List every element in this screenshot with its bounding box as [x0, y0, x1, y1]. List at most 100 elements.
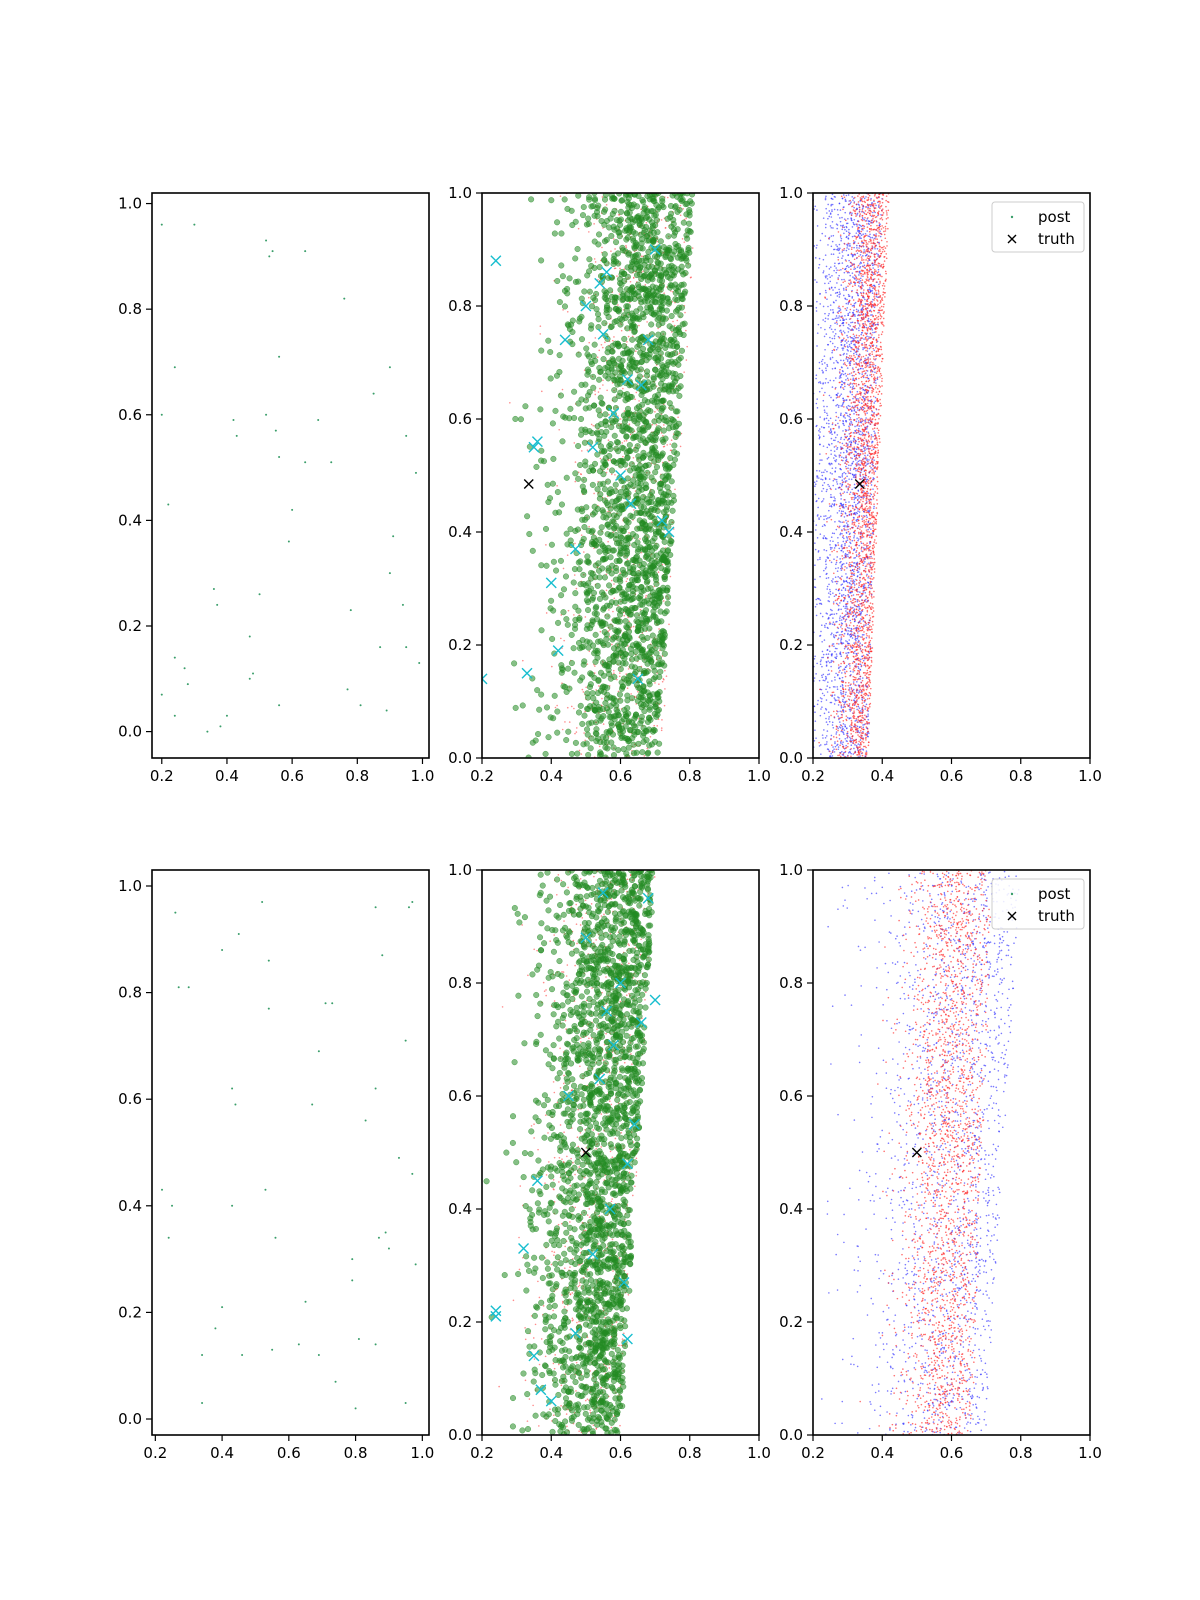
- data-point: [824, 235, 827, 237]
- data-point: [588, 303, 596, 310]
- data-point: [590, 373, 597, 380]
- data-point: [858, 586, 860, 589]
- data-point: [235, 434, 238, 437]
- data-point: [873, 284, 876, 287]
- data-point: [651, 599, 658, 606]
- data-point: [620, 428, 627, 435]
- y-tick-label: 0.4: [118, 511, 142, 529]
- data-point: [602, 594, 609, 601]
- data-point: [564, 205, 571, 212]
- data-point: [841, 347, 844, 350]
- data-point: [649, 331, 656, 338]
- data-point: [599, 387, 601, 390]
- data-point: [629, 531, 636, 538]
- data-point: [616, 557, 623, 564]
- data-point: [594, 654, 601, 661]
- data-point: [595, 677, 602, 684]
- data-point: [646, 227, 653, 234]
- data-point: [843, 668, 845, 670]
- data-point: [640, 475, 647, 482]
- data-point: [652, 452, 659, 459]
- data-point: [608, 414, 610, 416]
- data-point: [842, 330, 845, 332]
- data-point: [848, 311, 851, 314]
- data-point: [862, 348, 864, 351]
- data-point: [590, 423, 593, 426]
- data-point: [834, 576, 837, 579]
- data-point: [628, 289, 636, 296]
- data-point: [824, 197, 827, 199]
- data-point: [656, 515, 668, 527]
- data-point: [605, 274, 612, 281]
- data-point: [859, 430, 862, 433]
- data-point: [625, 244, 627, 247]
- data-point: [601, 447, 608, 454]
- data-point: [160, 693, 163, 696]
- data-point: [840, 640, 842, 642]
- data-point: [401, 603, 404, 606]
- data-point: [587, 745, 594, 752]
- data-point: [536, 706, 543, 713]
- data-point: [639, 388, 646, 395]
- data-point: [561, 388, 564, 391]
- data-point: [815, 480, 818, 482]
- data-point: [874, 379, 877, 382]
- data-point: [815, 524, 818, 526]
- data-point: [821, 358, 824, 361]
- data-point: [819, 239, 822, 242]
- data-point: [830, 701, 833, 704]
- data-point: [621, 373, 633, 385]
- data-point: [617, 208, 625, 215]
- data-point: [818, 745, 821, 747]
- data-point: [857, 705, 860, 708]
- data-point: [581, 712, 588, 719]
- data-point: [819, 382, 822, 384]
- data-point: [632, 277, 635, 279]
- data-point: [856, 225, 858, 227]
- data-point: [575, 607, 582, 614]
- data-point: [676, 392, 683, 399]
- data-point: [840, 405, 843, 407]
- data-point: [859, 263, 861, 265]
- data-point: [823, 712, 826, 715]
- data-point: [847, 323, 850, 326]
- data-point: [828, 673, 831, 675]
- data-point: [824, 675, 827, 678]
- data-point: [651, 212, 658, 219]
- data-point: [866, 364, 869, 367]
- data-point: [596, 752, 604, 758]
- data-point: [841, 532, 843, 535]
- data-point: [594, 735, 602, 742]
- data-point: [830, 294, 832, 296]
- data-point: [626, 577, 629, 580]
- data-point: [827, 203, 829, 206]
- data-point: [860, 303, 863, 306]
- data-point: [663, 371, 670, 378]
- data-point: [620, 746, 627, 753]
- data-point: [833, 432, 836, 434]
- data-point: [677, 416, 679, 419]
- data-point: [835, 528, 838, 531]
- data-point: [826, 730, 829, 732]
- data-point: [848, 295, 851, 297]
- data-point: [638, 400, 640, 402]
- data-point: [635, 619, 642, 626]
- data-point: [868, 223, 870, 226]
- data-point: [619, 267, 621, 270]
- y-tick-label: 0.0: [118, 723, 142, 741]
- data-point: [538, 691, 545, 698]
- data-point: [862, 620, 865, 622]
- data-point: [821, 474, 824, 477]
- data-point: [818, 602, 821, 605]
- data-point: [834, 345, 836, 348]
- data-point: [860, 550, 863, 552]
- data-point: [610, 512, 618, 519]
- data-point: [834, 333, 837, 335]
- data-point: [580, 580, 587, 588]
- data-point: [828, 312, 830, 315]
- data-point: [630, 564, 637, 571]
- data-point: [622, 618, 629, 625]
- data-point: [845, 230, 848, 233]
- data-point: [836, 699, 838, 702]
- data-point: [278, 456, 281, 459]
